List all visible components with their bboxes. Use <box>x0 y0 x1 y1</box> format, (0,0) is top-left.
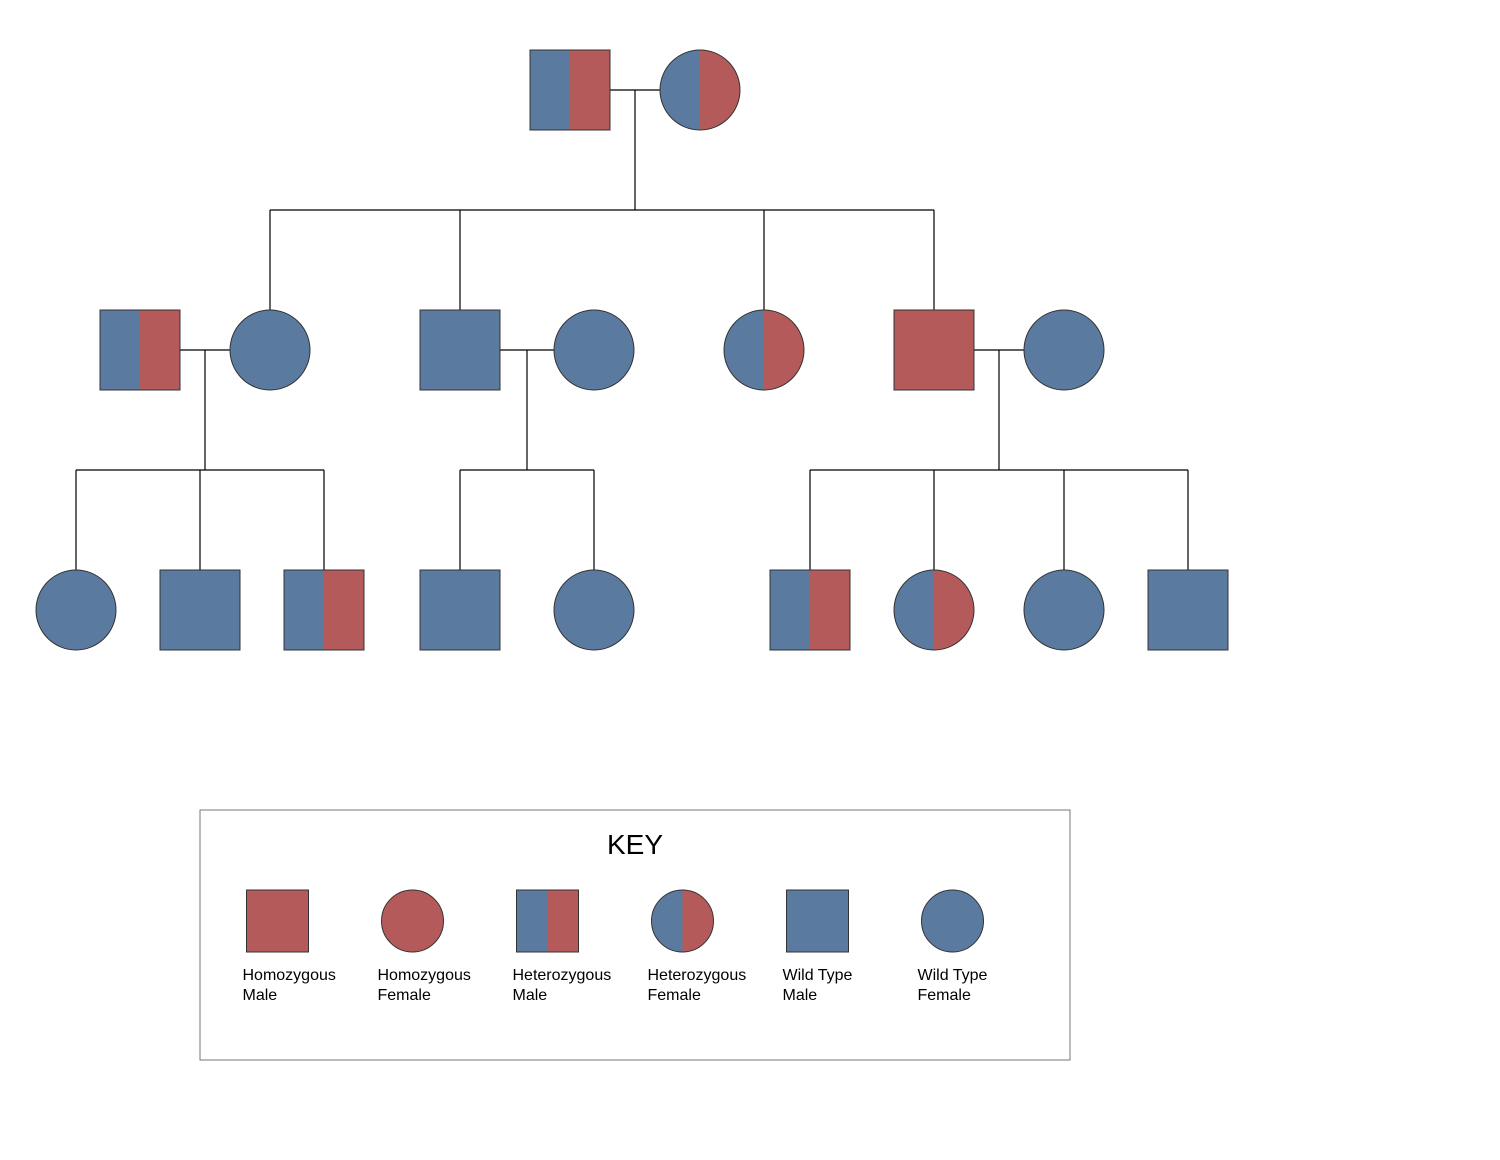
pedigree-node <box>36 570 116 650</box>
legend-label-line1: Wild Type <box>783 967 853 984</box>
pedigree-node <box>724 310 804 390</box>
legend-label-line1: Homozygous <box>243 967 336 984</box>
legend-label-line2: Male <box>243 987 278 1004</box>
pedigree-node <box>284 570 364 650</box>
pedigree-node <box>554 570 634 650</box>
legend-item: Heterozygous Female <box>648 890 747 1004</box>
legend-label-line2: Male <box>513 987 548 1004</box>
pedigree-node <box>530 50 610 130</box>
legend-item: Wild Type Female <box>918 890 988 1004</box>
legend-item: Heterozygous Male <box>513 890 612 1004</box>
legend-item: Wild Type Male <box>783 890 853 1004</box>
legend-item: Homozygous Male <box>243 890 336 1004</box>
legend-item: Homozygous Female <box>378 890 471 1004</box>
legend-label-line2: Female <box>378 987 431 1004</box>
legend-label-line2: Male <box>783 987 818 1004</box>
pedigree-node <box>1148 570 1228 650</box>
legend-label-line1: Heterozygous <box>648 967 747 984</box>
legend: KEYHomozygousMaleHomozygousFemaleHeteroz… <box>200 810 1070 1060</box>
legend-title: KEY <box>607 829 663 860</box>
pedigree-node <box>160 570 240 650</box>
pedigree-node <box>1024 570 1104 650</box>
pedigree-node <box>660 50 740 130</box>
legend-label-line2: Female <box>918 987 971 1004</box>
pedigree-node <box>230 310 310 390</box>
pedigree-node <box>420 570 500 650</box>
legend-label-line1: Heterozygous <box>513 967 612 984</box>
pedigree-node <box>100 310 180 390</box>
legend-label-line1: Wild Type <box>918 967 988 984</box>
legend-label-line1: Homozygous <box>378 967 471 984</box>
pedigree-node <box>894 310 974 390</box>
pedigree-node <box>894 570 974 650</box>
pedigree-node <box>420 310 500 390</box>
pedigree-node <box>770 570 850 650</box>
legend-label-line2: Female <box>648 987 701 1004</box>
pedigree-node <box>1024 310 1104 390</box>
pedigree-node <box>554 310 634 390</box>
pedigree-diagram: KEYHomozygousMaleHomozygousFemaleHeteroz… <box>0 0 1500 1160</box>
